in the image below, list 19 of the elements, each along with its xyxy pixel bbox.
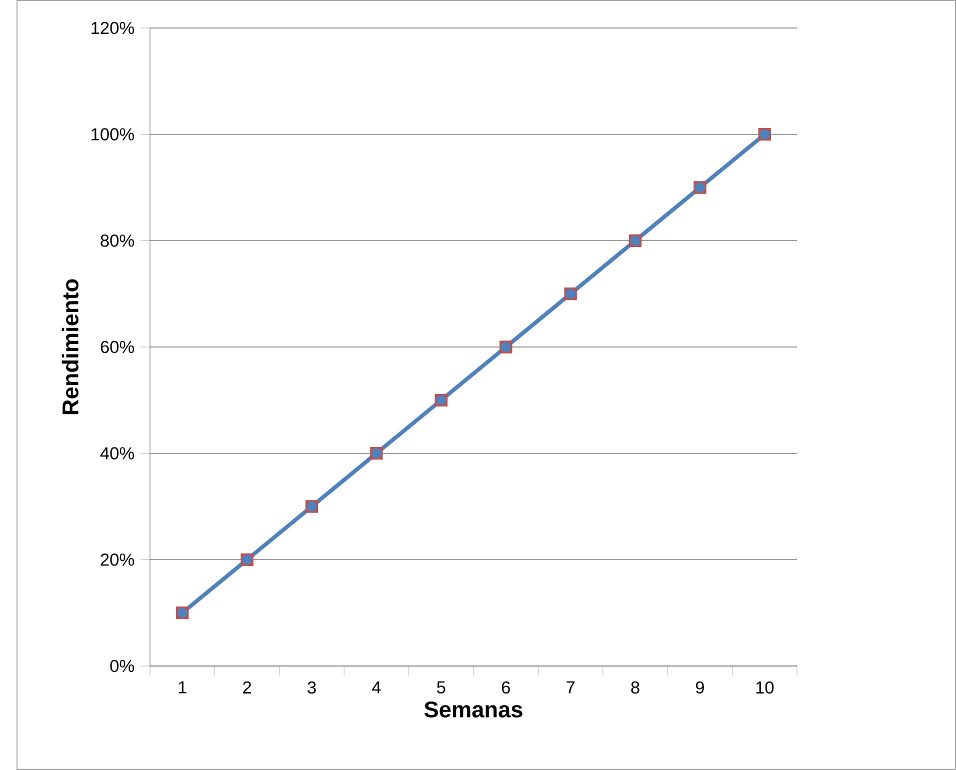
y-tick-label: 0% (110, 660, 134, 672)
x-axis-title: Semanas (424, 701, 522, 718)
x-tick-label: 1 (178, 681, 186, 694)
x-tick-label: 5 (437, 681, 446, 694)
y-axis-title: Rendimiento (62, 279, 78, 414)
x-tick-label: 6 (502, 681, 510, 694)
x-tick-label: 7 (566, 681, 574, 694)
x-tick-label: 9 (696, 681, 704, 694)
x-tick-label: 10 (756, 681, 774, 694)
y-tick-label: 40% (100, 447, 134, 460)
y-tick-label: 100% (92, 128, 134, 140)
y-tick-label: 80% (100, 234, 134, 247)
y-tick-label: 20% (100, 554, 134, 566)
x-tick-label: 8 (631, 681, 640, 694)
y-tick-label: 120% (92, 22, 134, 34)
x-tick-label: 2 (243, 681, 251, 694)
y-tick-label: 60% (100, 340, 134, 354)
x-tick-label: 4 (372, 681, 381, 694)
x-tick-label: 3 (308, 681, 316, 694)
